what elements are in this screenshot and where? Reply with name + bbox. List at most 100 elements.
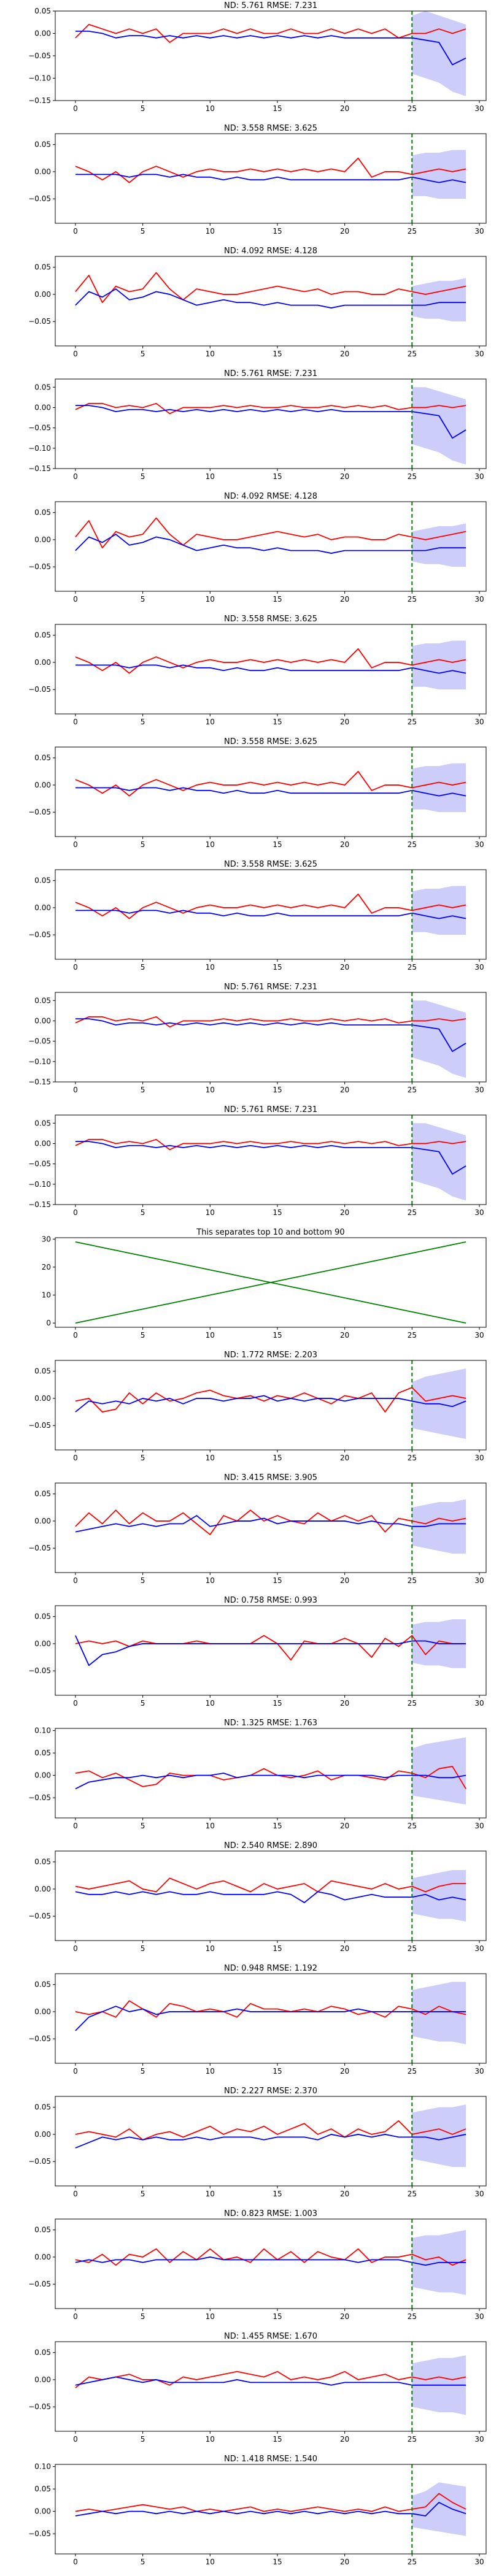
x-tick-label-0: 0 bbox=[73, 2435, 78, 2444]
series-line-1 bbox=[75, 1515, 466, 1533]
x-tick-label-2: 10 bbox=[206, 227, 215, 236]
x-tick-label-3: 15 bbox=[273, 1454, 282, 1462]
y-tick-label-1: 0.00 bbox=[34, 2375, 51, 2384]
x-tick-label-3: 15 bbox=[273, 2312, 282, 2321]
x-tick-label-0: 0 bbox=[73, 718, 78, 726]
prediction-interval-band bbox=[412, 886, 466, 935]
x-tick-label-5: 25 bbox=[408, 595, 417, 604]
y-tick-label-2: 0.05 bbox=[34, 508, 51, 517]
series-line-0 bbox=[75, 24, 466, 43]
y-tick-label-1: 0.00 bbox=[34, 658, 51, 667]
y-tick-label-1: 0.00 bbox=[34, 535, 51, 544]
series-line-1 bbox=[75, 1891, 466, 1903]
series-line-0 bbox=[75, 2248, 466, 2266]
x-tick-label-2: 10 bbox=[206, 1699, 215, 1708]
y-tick-label-2: 20 bbox=[42, 1263, 51, 1271]
x-tick-label-0: 0 bbox=[73, 1208, 78, 1217]
y-tick-label-4: 0.05 bbox=[34, 383, 51, 391]
prediction-interval-band bbox=[412, 1123, 466, 1201]
y-tick-label-2: −0.05 bbox=[28, 52, 51, 60]
chart-panel-11: ND: 1.772 RMSE: 2.203 −0.05 0.00 0.05 0 5 10 15… bbox=[28, 1351, 487, 1462]
y-tick-label-0: −0.05 bbox=[28, 1793, 51, 1802]
series-line-1 bbox=[75, 534, 466, 554]
x-tick-label-3: 15 bbox=[273, 1086, 282, 1094]
x-tick-label-4: 20 bbox=[340, 1944, 349, 1953]
y-tick-label-4: 0.05 bbox=[34, 996, 51, 1005]
x-tick-label-6: 30 bbox=[474, 472, 484, 481]
series-line-1 bbox=[75, 910, 466, 919]
x-tick-label-3: 15 bbox=[273, 2190, 282, 2198]
x-tick-label-1: 5 bbox=[141, 1086, 145, 1094]
y-tick-label-1: 0.00 bbox=[34, 2253, 51, 2261]
x-tick-label-4: 20 bbox=[340, 1454, 349, 1462]
x-tick-label-2: 10 bbox=[206, 2067, 215, 2076]
plot-frame bbox=[55, 2464, 487, 2555]
chart-title: ND: 3.558 RMSE: 3.625 bbox=[224, 860, 317, 869]
x-tick-label-5: 25 bbox=[408, 2312, 417, 2321]
chart-panel-18: ND: 0.823 RMSE: 1.003 −0.05 0.00 0.05 0 5 10 15… bbox=[28, 2209, 487, 2321]
x-tick-label-4: 20 bbox=[340, 472, 349, 481]
series-line-0 bbox=[75, 157, 466, 183]
plot-frame bbox=[55, 1850, 487, 1941]
x-tick-label-1: 5 bbox=[141, 718, 145, 726]
x-tick-label-3: 15 bbox=[273, 595, 282, 604]
y-tick-label-1: 0.00 bbox=[34, 781, 51, 789]
x-tick-label-2: 10 bbox=[206, 104, 215, 113]
x-tick-label-5: 25 bbox=[408, 227, 417, 236]
series-line-1 bbox=[75, 1018, 466, 1052]
y-tick-label-1: −0.10 bbox=[28, 1057, 51, 1066]
plot-frame bbox=[55, 1114, 487, 1205]
plot-frame bbox=[55, 1728, 487, 1819]
x-tick-label-1: 5 bbox=[141, 1822, 145, 1830]
x-tick-label-4: 20 bbox=[340, 1208, 349, 1217]
x-tick-label-6: 30 bbox=[474, 840, 484, 849]
series-line-1 bbox=[75, 1773, 466, 1790]
x-tick-label-3: 15 bbox=[273, 840, 282, 849]
x-tick-label-2: 10 bbox=[206, 718, 215, 726]
x-tick-label-6: 30 bbox=[474, 1822, 484, 1830]
x-tick-label-6: 30 bbox=[474, 2435, 484, 2444]
x-tick-label-6: 30 bbox=[474, 350, 484, 358]
x-tick-label-2: 10 bbox=[206, 1208, 215, 1217]
x-tick-label-2: 10 bbox=[206, 1822, 215, 1830]
plot-frame bbox=[55, 1605, 487, 1696]
x-tick-label-5: 25 bbox=[408, 350, 417, 358]
x-tick-label-2: 10 bbox=[206, 2190, 215, 2198]
x-tick-label-4: 20 bbox=[340, 104, 349, 113]
plot-frame bbox=[55, 2341, 487, 2432]
y-tick-label-1: 0.00 bbox=[34, 2507, 51, 2516]
x-tick-label-5: 25 bbox=[408, 1822, 417, 1830]
x-tick-label-4: 20 bbox=[340, 2067, 349, 2076]
y-tick-label-1: 0.00 bbox=[34, 290, 51, 299]
chart-title: This separates top 10 and bottom 90 bbox=[196, 1228, 344, 1237]
x-tick-label-4: 20 bbox=[340, 2190, 349, 2198]
chart-title: ND: 1.455 RMSE: 1.670 bbox=[224, 2332, 317, 2341]
x-tick-label-1: 5 bbox=[141, 1454, 145, 1462]
x-tick-label-5: 25 bbox=[408, 963, 417, 972]
y-tick-label-3: 0.10 bbox=[34, 2463, 51, 2471]
plot-frame bbox=[55, 2218, 487, 2309]
chart-panel-14: ND: 1.325 RMSE: 1.763 −0.05 0.00 0.05 0.10 0 5… bbox=[28, 1719, 487, 1830]
x-tick-label-5: 25 bbox=[408, 1699, 417, 1708]
x-tick-label-5: 25 bbox=[408, 2067, 417, 2076]
prediction-interval-band bbox=[412, 2104, 466, 2168]
y-tick-label-4: 0.05 bbox=[34, 1119, 51, 1127]
y-tick-label-1: 0.00 bbox=[34, 1771, 51, 1780]
x-tick-label-0: 0 bbox=[73, 2312, 78, 2321]
x-tick-label-4: 20 bbox=[340, 350, 349, 358]
x-tick-label-3: 15 bbox=[273, 1822, 282, 1830]
chart-title: ND: 3.558 RMSE: 3.625 bbox=[224, 615, 317, 624]
chart-title: ND: 2.227 RMSE: 2.370 bbox=[224, 2087, 317, 2096]
y-tick-label-1: 0.00 bbox=[34, 1517, 51, 1525]
x-tick-label-0: 0 bbox=[73, 595, 78, 604]
series-line-1 bbox=[75, 174, 466, 183]
x-tick-label-2: 10 bbox=[206, 350, 215, 358]
x-tick-label-1: 5 bbox=[141, 963, 145, 972]
y-tick-label-0: −0.05 bbox=[28, 2034, 51, 2043]
y-tick-label-3: 0.10 bbox=[34, 1727, 51, 1735]
y-tick-label-2: 0.05 bbox=[34, 1980, 51, 1989]
plot-frame bbox=[55, 133, 487, 224]
chart-title: ND: 3.558 RMSE: 3.625 bbox=[224, 737, 317, 746]
series-line-1 bbox=[75, 2134, 466, 2149]
x-tick-label-4: 20 bbox=[340, 2312, 349, 2321]
